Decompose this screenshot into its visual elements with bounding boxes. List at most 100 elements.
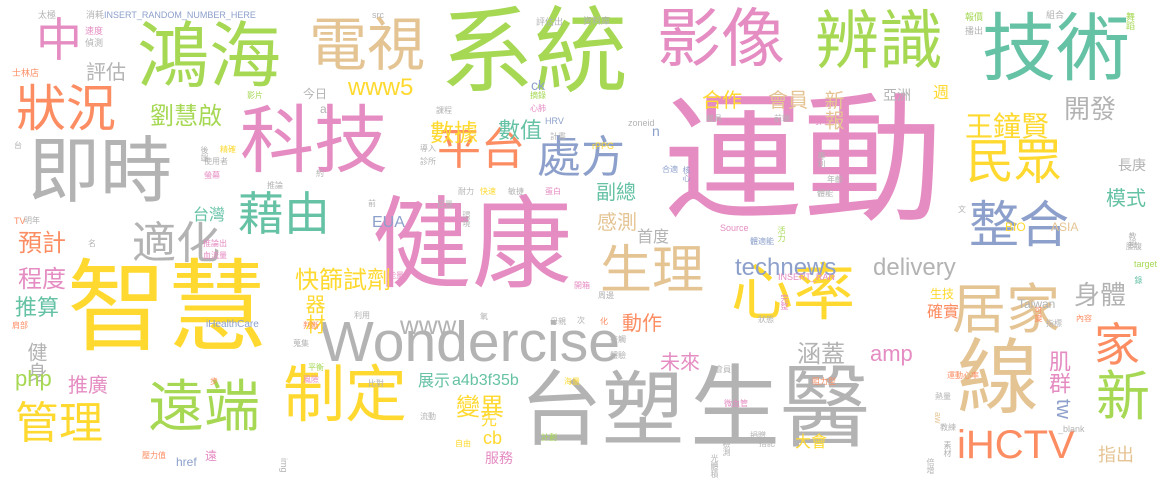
- cloud-word: 播出: [965, 27, 984, 37]
- cloud-word: 推廣: [68, 373, 108, 397]
- cloud-word: 運動心率: [947, 371, 979, 380]
- cloud-word: 辨識: [815, 5, 943, 79]
- cloud-word: 資料庫: [583, 17, 611, 27]
- cloud-word: 器材: [302, 294, 326, 334]
- cloud-word: 報價: [965, 13, 984, 23]
- cloud-word: 次: [577, 316, 585, 325]
- cloud-word: 大會: [795, 432, 828, 451]
- cloud-word: 劉慧啟: [150, 102, 222, 130]
- cloud-word: amp: [870, 341, 913, 366]
- cloud-word: img: [279, 458, 289, 473]
- cloud-word: 前端: [774, 114, 790, 123]
- cloud-word: 先: [481, 410, 498, 429]
- cloud-word: iHealthCare: [206, 319, 259, 330]
- cloud-word: EUA: [372, 214, 405, 231]
- cloud-word: 母親: [550, 317, 566, 326]
- cloud-word: 蛋白: [545, 187, 561, 196]
- cloud-word: 心率: [731, 256, 856, 329]
- cloud-word: 生醫: [690, 356, 870, 461]
- cloud-word: 評估: [86, 60, 126, 84]
- cloud-word: src: [372, 10, 384, 20]
- cloud-word: 管理: [15, 398, 103, 449]
- cloud-word: 士林店: [12, 69, 40, 79]
- cloud-word: 流動: [420, 412, 436, 421]
- cloud-word: 評估出: [536, 18, 564, 28]
- cloud-word: 組合: [1046, 11, 1065, 21]
- cloud-word: ASIA: [1051, 220, 1079, 234]
- cloud-word: 遠: [205, 449, 218, 463]
- cloud-word: 自由: [455, 439, 471, 448]
- cloud-word: 捐贈: [750, 431, 766, 440]
- cloud-word: 感測: [597, 210, 637, 234]
- cloud-word: zoneid: [628, 118, 655, 128]
- cloud-word: 涵蓋: [797, 340, 845, 368]
- cloud-word: 巨量: [437, 200, 453, 209]
- cloud-word: 程度: [18, 265, 66, 293]
- cloud-word: 模式: [1106, 186, 1146, 210]
- cloud-word: 血流量: [203, 251, 227, 260]
- cloud-word: target: [1134, 259, 1158, 269]
- cloud-word: 動作: [622, 311, 662, 335]
- cloud-word: 診所: [420, 157, 436, 166]
- cloud-word: www5: [348, 74, 414, 101]
- cloud-word: 新報: [821, 90, 845, 130]
- cloud-word: 適化: [132, 218, 220, 269]
- cloud-word: 肩部: [12, 321, 28, 330]
- cloud-word: 影片: [247, 91, 263, 100]
- cloud-word: 系統: [440, 0, 629, 107]
- cloud-word: 即時: [28, 129, 173, 213]
- cloud-word: 約: [316, 169, 324, 178]
- cloud-word: 健身: [24, 342, 48, 382]
- cloud-word: 化: [600, 317, 608, 326]
- cloud-word: 引擎: [814, 117, 830, 126]
- cloud-word: 數值: [498, 119, 543, 144]
- cloud-word: 專利: [817, 152, 826, 168]
- cloud-word: 速度: [85, 27, 104, 37]
- cloud-word: 台灣: [193, 205, 226, 224]
- cloud-word: INSERT_RANDOM_NUMBER_HERE: [104, 10, 256, 20]
- cloud-word: technews: [735, 254, 837, 281]
- cloud-word: 錄: [1134, 276, 1143, 284]
- cloud-word: 比對: [368, 379, 384, 388]
- cloud-word: 利用: [354, 311, 370, 320]
- cloud-word: 健康: [372, 186, 572, 303]
- cloud-word: 合作: [702, 88, 742, 112]
- cloud-word: 使用者: [204, 157, 228, 166]
- cloud-word: 太極: [38, 11, 57, 21]
- cloud-word: 遠端: [148, 375, 260, 440]
- cloud-word: 體能: [817, 189, 833, 198]
- cloud-word: 確實: [927, 302, 960, 321]
- cloud-word: 倍增: [926, 458, 935, 474]
- cloud-word: 指出: [1098, 445, 1134, 466]
- cloud-word: a4b3f35b: [452, 372, 519, 389]
- cloud-word: 電視: [309, 11, 426, 79]
- cloud-word: href: [176, 455, 197, 469]
- cloud-word: 推論出: [203, 239, 227, 248]
- cloud-word: 週: [933, 83, 950, 102]
- cloud-word: www: [400, 310, 457, 340]
- cloud-word: 制定: [283, 358, 408, 431]
- cloud-word: 狀況: [16, 80, 116, 138]
- cloud-word: ck: [531, 77, 545, 93]
- cloud-word: 檢測: [722, 440, 731, 456]
- cloud-word: 微血管: [724, 399, 748, 408]
- cloud-word: php: [15, 366, 52, 391]
- cloud-word: 敏捷: [508, 187, 524, 196]
- cloud-word: 開發: [1064, 95, 1117, 125]
- cloud-word: BIO: [1005, 220, 1026, 234]
- cloud-word: 台塑: [520, 363, 685, 458]
- cloud-word: 計劃: [541, 433, 557, 442]
- cloud-word: HRV: [545, 116, 564, 126]
- cloud-word: tw: [1052, 399, 1074, 419]
- cloud-word: Wondercise: [320, 310, 620, 374]
- cloud-word: n: [652, 123, 660, 139]
- cloud-word: 腰腹: [1126, 242, 1142, 251]
- cloud-word: 摘錄: [530, 91, 546, 100]
- cloud-word: Source: [720, 223, 749, 233]
- cloud-word: 蒐集: [293, 339, 309, 348]
- cloud-word: 體適能: [750, 237, 774, 246]
- cloud-word: 王鐘賢: [965, 110, 1050, 143]
- cloud-word: 開箱: [574, 281, 590, 290]
- cloud-word: Taiwan: [1018, 297, 1056, 311]
- cloud-word: 步: [210, 377, 218, 386]
